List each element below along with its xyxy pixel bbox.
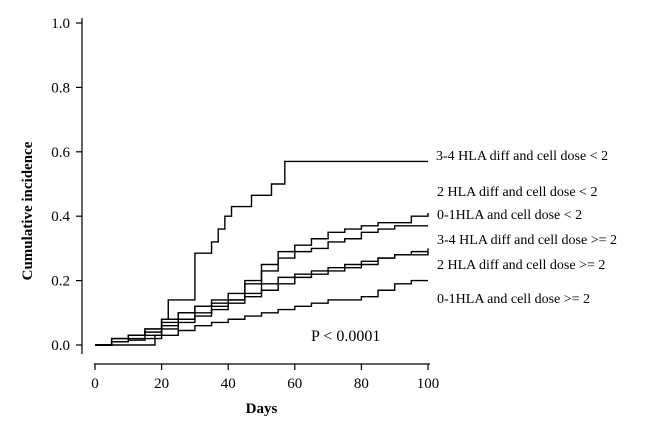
y-tick-label: 0.0 xyxy=(51,338,70,354)
x-tick-label: 20 xyxy=(154,376,169,392)
x-tick-label: 100 xyxy=(417,376,440,392)
x-tick-label: 80 xyxy=(354,376,369,392)
series-lines xyxy=(95,160,429,346)
axes xyxy=(81,18,430,365)
y-tick-label: 0.6 xyxy=(51,145,70,161)
x-tick-label: 60 xyxy=(287,376,302,392)
series-label-1: 3-4 HLA diff and cell dose < 2 xyxy=(436,149,608,164)
series-label-2: 2 HLA diff and cell dose < 2 xyxy=(437,185,597,200)
ticks: 0.0 0.2 0.4 0.6 0.8 1.0 0 20 40 60 80 100 xyxy=(51,16,439,392)
y-tick-label: 1.0 xyxy=(51,16,70,32)
series-label-3: 0-1HLA and cell dose < 2 xyxy=(437,208,582,223)
p-value-annotation: P < 0.0001 xyxy=(311,328,380,345)
series-line-1 xyxy=(95,160,428,346)
series-label-5: 2 HLA diff and cell dose >= 2 xyxy=(437,258,605,273)
x-axis-title: Days xyxy=(246,401,278,417)
y-axis-title: Cumulative incidence xyxy=(20,141,36,280)
x-tick-label: 40 xyxy=(221,376,236,392)
x-tick-label: 0 xyxy=(91,376,99,392)
series-line-5 xyxy=(95,251,429,346)
y-tick-label: 0.4 xyxy=(51,209,70,225)
series-line-6 xyxy=(95,279,428,346)
series-label-6: 0-1HLA and cell dose >= 2 xyxy=(437,292,590,307)
y-tick-label: 0.8 xyxy=(51,80,70,96)
series-labels: 3-4 HLA diff and cell dose < 2 2 HLA diff… xyxy=(436,149,617,307)
y-tick-label: 0.2 xyxy=(51,274,70,290)
series-label-4: 3-4 HLA diff and cell dose >= 2 xyxy=(437,233,617,248)
